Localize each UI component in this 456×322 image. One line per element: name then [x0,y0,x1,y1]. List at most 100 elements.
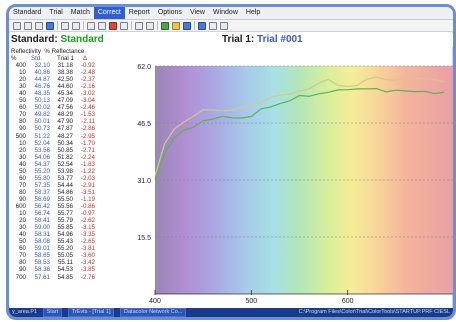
table-row[interactable]: 50 50.13 47.09 -3.04 [9,97,125,104]
table-row[interactable]: 40 58.31 54.96 -3.35 [9,231,125,238]
table-row[interactable]: 90 56.69 55.50 -1.19 [9,196,125,203]
row-wavelength: 90 [19,125,26,133]
y-tick-label: 46.5 [137,121,151,128]
row-standard-value: 58.53 [34,259,50,267]
info-icon[interactable] [198,21,206,30]
row-standard-value: 48.35 [34,90,50,98]
table-row[interactable]: 70 57.35 54.44 -2.91 [9,182,125,189]
row-delta-value: -3.35 [80,231,95,239]
table-row[interactable]: 50 55.20 53.98 -1.22 [9,168,125,175]
table-row[interactable]: 40 48.35 45.34 -3.02 [9,90,125,97]
row-delta-value: -2.62 [80,217,95,225]
row-standard-value: 44.87 [34,76,50,84]
row-wavelength: 600 [15,203,26,210]
row-delta-value: -1.53 [80,111,95,119]
row-wavelength: 30 [19,153,26,161]
help-icon[interactable] [220,21,228,30]
menu-item-view[interactable]: View [189,9,205,16]
menu-item-correct[interactable]: Correct [93,7,125,19]
standard-label: Standard: [11,34,58,45]
taskbar-item-datacolor[interactable]: Datacolor Network Co... [120,308,187,317]
row-delta-value: -2.24 [80,153,95,161]
row-delta-value: -2.76 [80,273,95,281]
undo-icon[interactable] [61,21,69,30]
table-row[interactable]: 700 57.61 54.85 -2.76 [9,274,125,281]
column-header-trial: Trial 1 [57,55,74,62]
row-wavelength: 60 [19,104,26,112]
table-row[interactable]: 80 58.53 55.11 -3.42 [9,259,125,266]
row-wavelength: 50 [19,97,26,105]
table-row[interactable]: 50 58.08 55.43 -2.65 [9,238,125,245]
table-row[interactable]: 30 46.76 44.60 -2.16 [9,83,125,90]
menu-item-options[interactable]: Options [157,9,182,16]
table-row[interactable]: 70 58.65 55.05 -3.60 [9,252,125,259]
row-trial-value: 55.77 [57,210,73,218]
table-row[interactable]: 90 58.38 54.53 -3.85 [9,266,125,273]
table-row[interactable]: 30 54.06 51.82 -2.24 [9,154,125,161]
row-delta-value: -1.83 [80,160,95,168]
menu-item-window[interactable]: Window [212,9,238,16]
row-wavelength: 50 [19,167,26,175]
table-row[interactable]: 600 56.42 55.56 -0.86 [9,203,125,210]
table-row[interactable]: 60 59.01 55.20 -3.81 [9,245,125,252]
table-row[interactable]: 10 40.86 38.38 -2.48 [9,69,125,76]
menu-item-report[interactable]: Report [128,9,150,16]
taskbar-start[interactable]: Start [42,308,63,317]
row-delta-value: -2.46 [80,104,95,112]
table-row[interactable]: 20 53.56 50.85 -2.71 [9,147,125,154]
table-row[interactable]: 10 52.04 50.34 -1.70 [9,140,125,147]
row-delta-value: -2.37 [80,76,95,84]
menu-item-trial[interactable]: Trial [49,9,63,16]
row-standard-value: 54.06 [34,153,50,161]
filter-icon[interactable] [183,21,191,30]
table-row[interactable]: 80 58.37 54.86 -3.51 [9,189,125,196]
menu-item-standard[interactable]: Standard [13,9,42,16]
row-wavelength: 30 [19,224,26,232]
table-row[interactable]: 90 50.73 47.87 -2.86 [9,125,125,132]
bar-chart-icon[interactable] [209,21,217,30]
grid-icon[interactable] [87,21,95,30]
table-row[interactable]: 10 56.74 55.77 -0.97 [9,210,125,217]
row-delta-value: -2.71 [80,146,95,154]
row-standard-value: 59.01 [34,245,50,253]
target-icon[interactable] [109,21,117,30]
table-row[interactable]: 20 44.87 42.50 -2.37 [9,76,125,83]
row-wavelength: 10 [19,210,26,218]
table-row[interactable]: 40 54.37 52.54 -1.83 [9,161,125,168]
y-tick-label: 62.0 [137,64,151,71]
row-standard-value: 59.00 [34,224,50,232]
row-wavelength: 400 [15,62,26,69]
redo-icon[interactable] [72,21,80,30]
table-row[interactable]: 70 49.82 48.29 -1.53 [9,111,125,118]
menu-item-match[interactable]: Match [70,9,90,16]
table-row[interactable]: 80 50.01 47.90 -2.11 [9,118,125,125]
table-row[interactable]: 60 55.80 53.77 -2.03 [9,175,125,182]
row-trial-value: 55.05 [57,252,73,260]
row-delta-value: -3.02 [80,90,95,98]
graph-icon[interactable] [161,21,169,30]
x-tick-label: 600 [342,298,354,305]
table-row[interactable]: 20 58.41 55.79 -2.62 [9,217,125,224]
row-wavelength: 20 [19,146,26,154]
table-row[interactable]: 60 50.02 47.56 -2.46 [9,104,125,111]
status-path: C:\Program Files\Color\Trial\ColorTools\… [298,309,450,315]
table-row[interactable]: 500 51.22 48.27 -2.95 [9,133,125,140]
table-row[interactable]: 400 32.10 31.18 -0.92 [9,62,125,69]
save-icon[interactable] [24,21,32,30]
pencil-icon[interactable] [172,21,180,30]
compare-icon[interactable] [120,21,128,30]
taskbar-item-trevts[interactable]: TrEvts - [Trial 1] [67,308,115,317]
measure-icon[interactable] [46,21,54,30]
print-icon[interactable] [35,21,43,30]
row-standard-value: 50.73 [34,125,50,133]
new-icon[interactable] [13,21,21,30]
row-delta-value: -2.11 [81,118,95,126]
table-icon[interactable] [98,21,106,30]
row-wavelength: 40 [19,90,26,98]
table-row[interactable]: 30 59.00 55.85 -3.15 [9,224,125,231]
row-trial-value: 55.79 [57,217,73,225]
formula-icon[interactable] [146,21,154,30]
row-trial-value: 54.86 [57,188,73,196]
calculator-icon[interactable] [135,21,143,30]
menu-item-help[interactable]: Help [245,9,261,16]
